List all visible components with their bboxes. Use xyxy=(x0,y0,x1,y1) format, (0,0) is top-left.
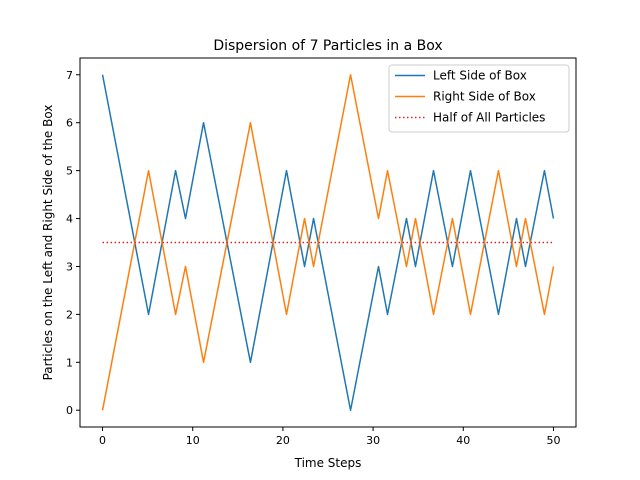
legend-box xyxy=(388,64,570,133)
x-tick-label: 0 xyxy=(99,434,106,447)
plot-area: 0 10 20 30 40 50 0 1 2 3 4 5 6 7 xyxy=(66,69,560,447)
series-line-1 xyxy=(101,74,555,411)
series-line-0 xyxy=(101,74,555,411)
y-axis-label: Particles on the Left and Right Side of … xyxy=(41,105,55,381)
x-tick-label: 30 xyxy=(366,434,380,447)
legend: Left Side of Box Right Side of Box Half of… xyxy=(388,64,570,133)
x-tick-label: 40 xyxy=(456,434,470,447)
legend-label: Half of All Particles xyxy=(433,111,545,125)
legend-label: Left Side of Box xyxy=(433,69,527,83)
x-axis-label: Time Steps xyxy=(294,456,362,470)
y-tick-label: 6 xyxy=(66,117,73,130)
x-tick-label: 10 xyxy=(186,434,200,447)
y-tick-label: 3 xyxy=(66,260,73,273)
y-tick-label: 2 xyxy=(66,308,73,321)
plot-frame xyxy=(79,57,577,428)
legend-label: Right Side of Box xyxy=(433,90,536,104)
x-tick-label: 50 xyxy=(546,434,560,447)
chart-title: Dispersion of 7 Particles in a Box xyxy=(213,38,442,54)
y-tick-label: 5 xyxy=(66,165,73,178)
y-tick-label: 7 xyxy=(66,69,73,82)
y-tick-label: 4 xyxy=(66,213,73,226)
y-tick-label: 0 xyxy=(66,404,73,417)
x-tick-label: 20 xyxy=(276,434,290,447)
y-tick-label: 1 xyxy=(66,356,73,369)
